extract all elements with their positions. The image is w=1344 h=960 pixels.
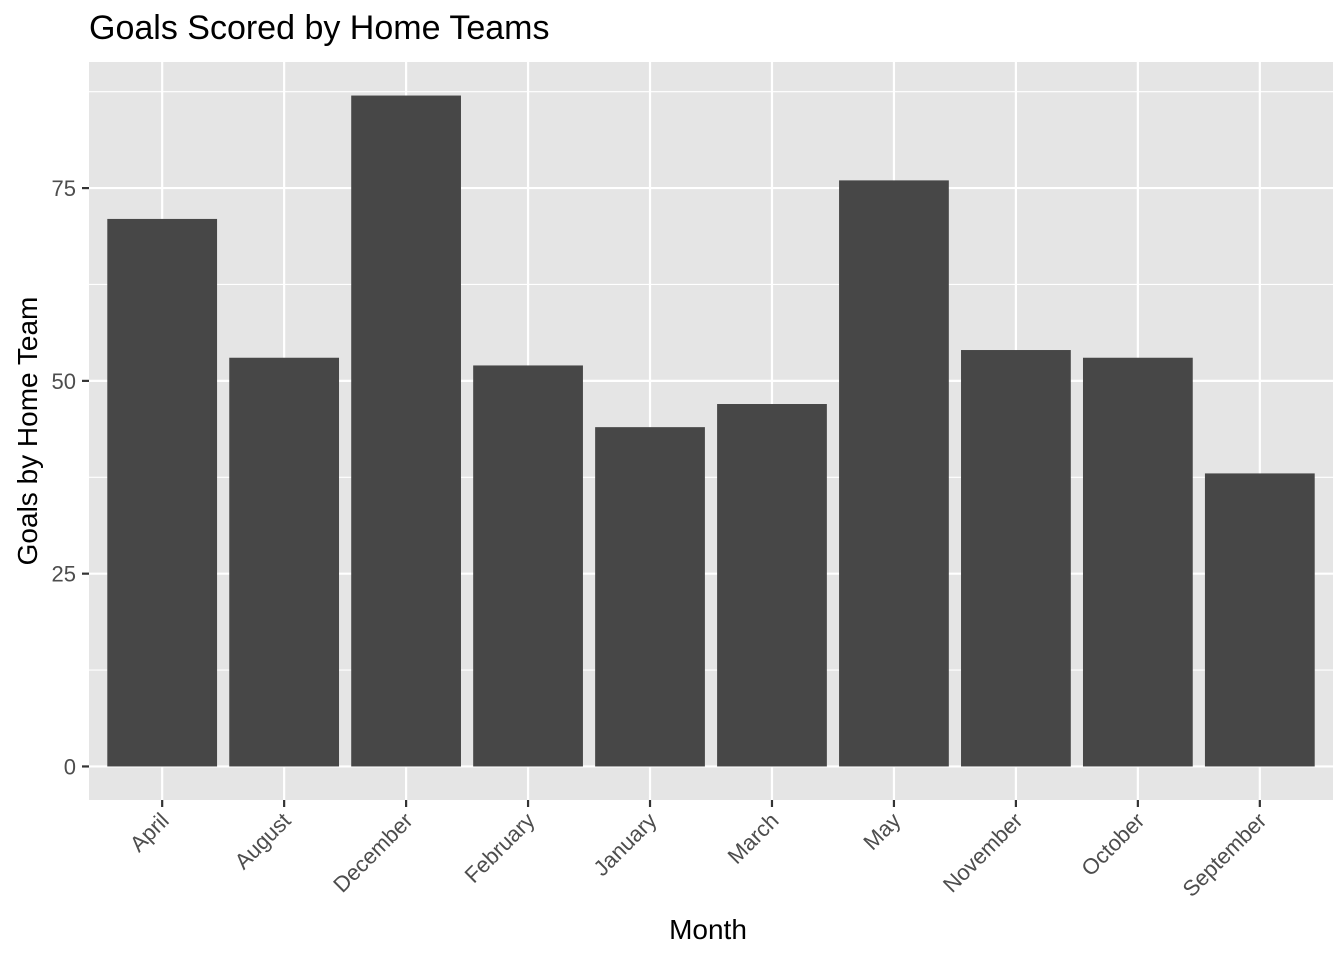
bar-november <box>961 350 1071 767</box>
x-tick-label-april: April <box>125 808 174 857</box>
y-tick-label: 25 <box>52 562 76 587</box>
x-tick-label-december: December <box>328 808 417 897</box>
x-tick-label-may: May <box>858 808 905 855</box>
x-tick-label-february: February <box>460 808 540 888</box>
y-tick-label: 50 <box>52 369 76 394</box>
bar-september <box>1204 473 1315 767</box>
bar-december <box>351 95 461 767</box>
x-axis-title: Month <box>669 914 747 945</box>
x-tick-label-november: November <box>938 808 1027 897</box>
x-tick-label-march: March <box>723 808 784 869</box>
bar-october <box>1082 357 1193 767</box>
bar-march <box>717 404 827 767</box>
chart-title: Goals Scored by Home Teams <box>89 9 549 47</box>
y-axis-title: Goals by Home Team <box>12 297 43 566</box>
x-axis: April August December February January March M… <box>125 800 1271 902</box>
x-tick-label-october: October <box>1076 808 1149 881</box>
bar-may <box>839 180 949 767</box>
bar-april <box>107 218 218 767</box>
y-tick-label: 0 <box>64 754 76 779</box>
x-tick-label-september: September <box>1178 808 1272 902</box>
y-axis: 0 25 50 75 <box>52 176 89 779</box>
x-tick-label-january: January <box>589 808 662 881</box>
y-tick-label: 75 <box>52 176 76 201</box>
bars <box>107 95 1315 767</box>
bar-january <box>595 427 705 767</box>
x-tick-label-august: August <box>230 808 296 874</box>
bar-february <box>473 365 583 767</box>
bar-august <box>229 357 340 767</box>
